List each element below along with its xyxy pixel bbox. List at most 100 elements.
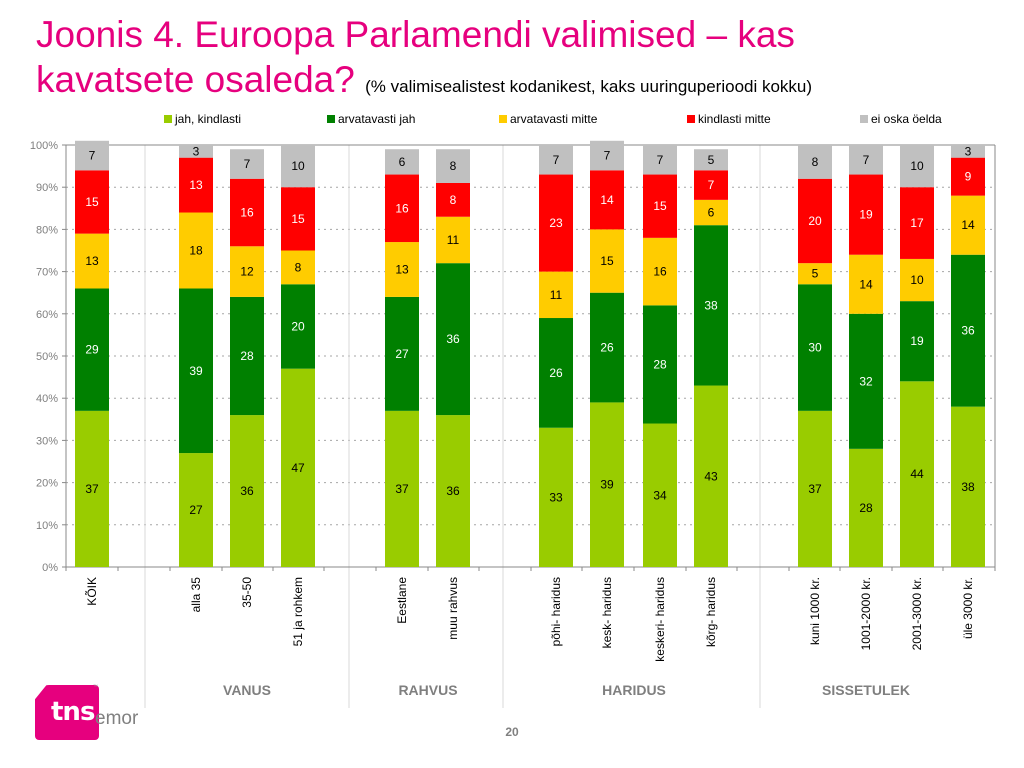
- title-line-1: Joonis 4. Euroopa Parlamendi valimised –…: [36, 14, 795, 55]
- bar-segment: [849, 254, 883, 314]
- bar-segment: [643, 237, 677, 306]
- bar-segment: [385, 149, 419, 175]
- category-label: 35-50: [240, 577, 254, 608]
- data-label: 34: [653, 488, 667, 502]
- y-tick-label: 0%: [42, 562, 58, 574]
- category-label: muu rahvus: [446, 577, 460, 640]
- page-number: 20: [505, 725, 519, 739]
- data-label: 37: [85, 482, 99, 496]
- category-label: keskeri- haridus: [653, 577, 667, 662]
- data-label: 38: [704, 298, 718, 312]
- bar-segment: [539, 427, 573, 567]
- bar-segment: [643, 305, 677, 424]
- data-label: 20: [291, 319, 305, 333]
- bar-segment: [436, 263, 470, 416]
- data-label: 23: [549, 216, 563, 230]
- data-label: 10: [291, 159, 305, 173]
- category-label: 1001-2000 kr.: [859, 577, 873, 650]
- data-label: 19: [859, 208, 873, 222]
- data-label: 12: [240, 265, 254, 279]
- data-label: 9: [965, 170, 972, 184]
- y-tick-label: 10%: [36, 520, 58, 532]
- bar-segment: [798, 410, 832, 567]
- category-label: Eestlane: [395, 577, 409, 624]
- data-label: 3: [965, 144, 972, 158]
- title-line-2: kavatsete osaleda? (% valimisealistest k…: [36, 57, 812, 109]
- slide-title: Joonis 4. Euroopa Parlamendi valimised –…: [36, 12, 812, 109]
- legend-item: arvatavasti mitte: [499, 112, 597, 126]
- data-label: 36: [446, 332, 460, 346]
- legend-item: arvatavasti jah: [327, 112, 415, 126]
- bar-segment: [75, 233, 109, 289]
- category-label: kuni 1000 kr.: [808, 577, 822, 645]
- data-label: 16: [395, 201, 409, 215]
- data-label: 36: [961, 324, 975, 338]
- bar-segment: [385, 242, 419, 297]
- bar-segment: [694, 225, 728, 386]
- bar-segment: [900, 187, 934, 259]
- legend-item: ei oska öelda: [860, 112, 942, 126]
- tns-emor-logo: tns: [35, 685, 99, 740]
- bar-segment: [539, 271, 573, 319]
- data-label: 27: [189, 503, 203, 517]
- bar-segment: [951, 157, 985, 196]
- group-label: SISSETULEK: [822, 682, 910, 698]
- y-tick-label: 100%: [30, 140, 58, 152]
- data-label: 43: [704, 469, 718, 483]
- bar-segment: [230, 178, 264, 247]
- bar-segment: [385, 410, 419, 567]
- legend-label: jah, kindlasti: [175, 112, 242, 126]
- data-label: 15: [291, 212, 305, 226]
- data-label: 7: [863, 153, 870, 167]
- bar-segment: [590, 170, 624, 230]
- data-label: 5: [812, 267, 819, 281]
- y-tick-label: 60%: [36, 309, 58, 321]
- bar-segment: [849, 313, 883, 449]
- bar-segment: [849, 145, 883, 175]
- data-label: 10: [910, 159, 924, 173]
- legend-swatch: [164, 115, 172, 123]
- bar-segment: [643, 145, 677, 175]
- data-label: 13: [395, 262, 409, 276]
- category-label: 51 ja rohkem: [291, 577, 305, 646]
- legend-label: arvatavasti mitte: [510, 112, 598, 126]
- data-label: 7: [604, 149, 611, 163]
- bar-segment: [539, 174, 573, 272]
- data-label: 28: [240, 349, 254, 363]
- logo-brand: tns: [51, 697, 95, 727]
- legend-swatch: [499, 115, 507, 123]
- data-label: 11: [550, 288, 563, 302]
- data-label: 15: [653, 199, 667, 213]
- bar-segment: [179, 212, 213, 289]
- data-label: 16: [240, 206, 254, 220]
- data-label: 19: [910, 334, 924, 348]
- data-label: 7: [89, 149, 96, 163]
- bar-segment: [385, 174, 419, 243]
- chart-subtitle: (% valimisealistest kodanikest, kaks uur…: [365, 77, 813, 96]
- data-label: 6: [708, 206, 715, 220]
- bar-segment: [281, 187, 315, 251]
- bar-segment: [436, 415, 470, 567]
- data-label: 47: [291, 461, 305, 475]
- bar-segment: [281, 250, 315, 285]
- bar-segment: [75, 288, 109, 411]
- data-label: 36: [240, 484, 254, 498]
- data-label: 28: [653, 357, 667, 371]
- bar-segment: [590, 292, 624, 403]
- y-tick-label: 30%: [36, 435, 58, 447]
- bar-segment: [798, 263, 832, 285]
- data-label: 14: [859, 277, 873, 291]
- bar-segment: [798, 178, 832, 264]
- bar-segment: [643, 423, 677, 567]
- data-label: 28: [859, 501, 873, 515]
- data-label: 39: [600, 478, 614, 492]
- y-tick-label: 70%: [36, 267, 58, 279]
- data-label: 6: [399, 155, 406, 169]
- group-label: RAHVUS: [398, 682, 457, 698]
- bar-segment: [539, 145, 573, 175]
- y-tick-label: 40%: [36, 393, 58, 405]
- bar-segment: [951, 145, 985, 158]
- data-label: 7: [657, 153, 664, 167]
- category-label: põhi- haridus: [549, 577, 563, 646]
